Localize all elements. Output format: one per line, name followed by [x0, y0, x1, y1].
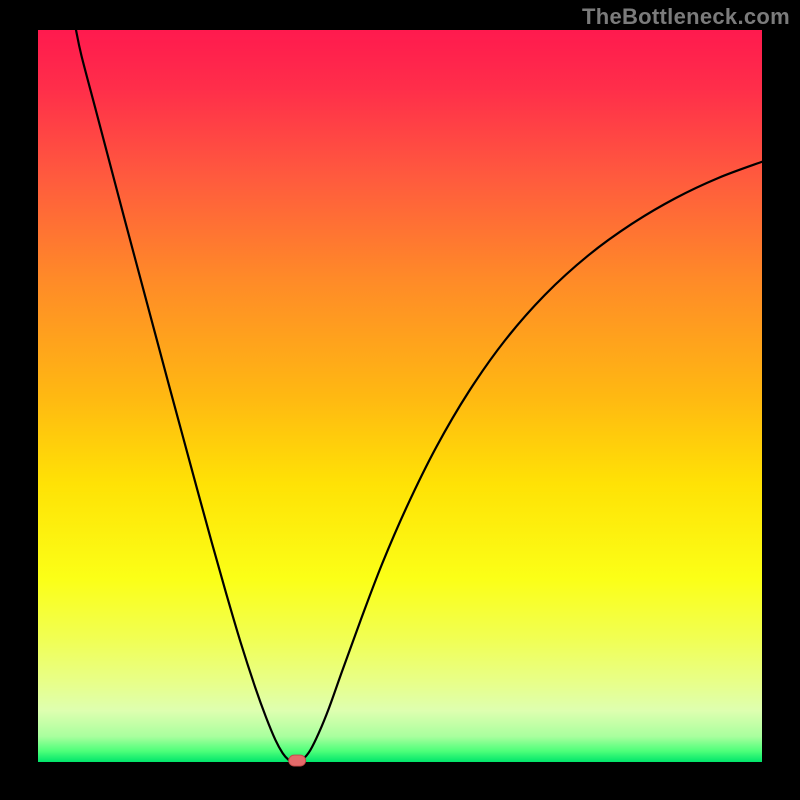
chart-background [38, 30, 762, 762]
bottleneck-chart [0, 0, 800, 800]
chart-svg [0, 0, 800, 800]
watermark-text: TheBottleneck.com [582, 4, 790, 30]
optimal-point-marker [289, 755, 306, 766]
